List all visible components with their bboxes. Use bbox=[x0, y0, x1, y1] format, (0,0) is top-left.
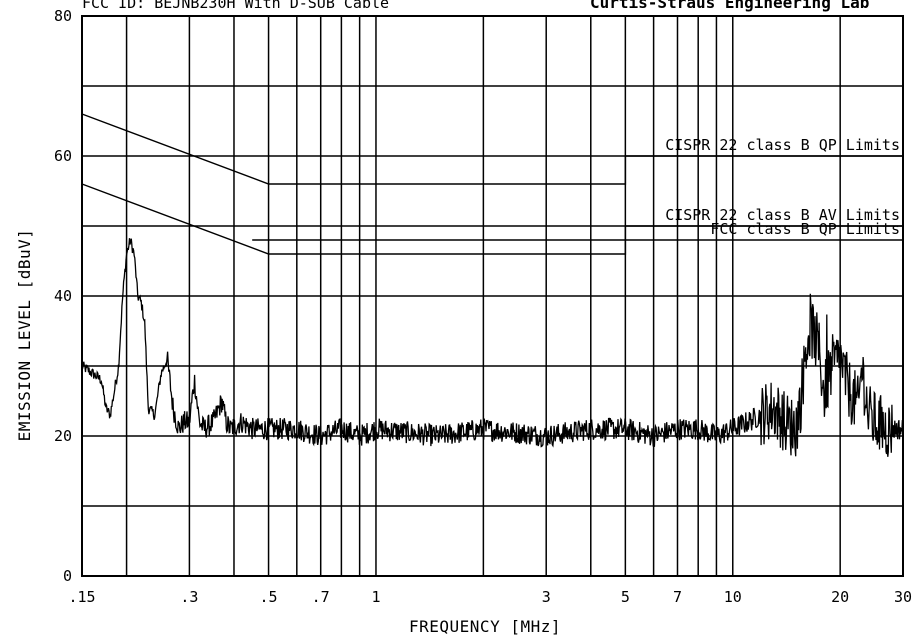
emission-trace bbox=[81, 238, 904, 457]
horizontal-gridlines bbox=[82, 85, 903, 507]
x-tick-label: .5 bbox=[260, 588, 278, 606]
limit-line-label: CISPR 22 class B QP Limits bbox=[665, 136, 900, 154]
plot-frame bbox=[81, 15, 904, 577]
y-tick-labels: 0 20 40 60 80 bbox=[54, 7, 72, 585]
emission-trace-line bbox=[81, 238, 904, 457]
x-tick-label: 7 bbox=[673, 588, 682, 606]
x-tick-label: .15 bbox=[68, 588, 95, 606]
x-tick-label: 3 bbox=[542, 588, 551, 606]
y-tick-label: 20 bbox=[54, 427, 72, 445]
x-tick-label: 1 bbox=[371, 588, 380, 606]
x-tick-label: .3 bbox=[180, 588, 198, 606]
x-tick-labels: .15 .3 .5 .7 1 3 5 7 10 20 30 bbox=[68, 588, 912, 606]
limit-line bbox=[81, 183, 903, 255]
limit-line-label: CISPR 22 class B AV Limits bbox=[665, 206, 900, 224]
limit-line-label: FCC class B QP Limits bbox=[710, 220, 900, 238]
x-tick-label: .7 bbox=[312, 588, 330, 606]
x-tick-label: 30 bbox=[894, 588, 912, 606]
x-tick-label: 20 bbox=[831, 588, 849, 606]
chart-title: FCC ID: BEJNB230H With D-SUB Cable bbox=[82, 0, 389, 12]
x-tick-label: 10 bbox=[724, 588, 742, 606]
y-axis-label: EMISSION LEVEL [dBuV] bbox=[15, 229, 34, 442]
limit-lines bbox=[81, 113, 903, 255]
y-tick-label: 60 bbox=[54, 147, 72, 165]
vertical-gridlines bbox=[125, 16, 904, 576]
limit-labels: CISPR 22 class B QP Limits CISPR 22 class… bbox=[665, 136, 900, 238]
limit-line bbox=[81, 113, 903, 185]
x-axis-label: FREQUENCY [MHz] bbox=[409, 617, 561, 636]
y-tick-label: 80 bbox=[54, 7, 72, 25]
y-tick-label: 40 bbox=[54, 287, 72, 305]
y-tick-label: 0 bbox=[63, 567, 72, 585]
x-tick-label: 5 bbox=[621, 588, 630, 606]
lab-name: Curtis-Straus Engineering Lab bbox=[590, 0, 869, 12]
